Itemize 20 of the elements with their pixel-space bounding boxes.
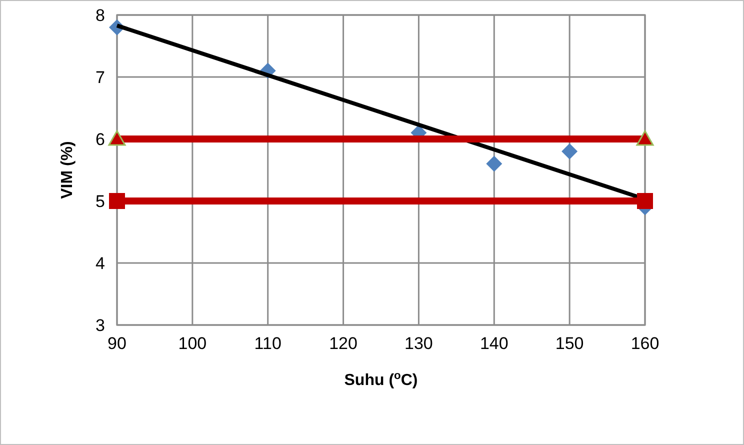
y-tick-label: 8: [96, 6, 105, 25]
point: [486, 156, 502, 172]
x-tick-label: 110: [254, 334, 282, 353]
point: [562, 143, 578, 160]
x-tick-label: 100: [178, 334, 207, 353]
y-tick-label: 6: [96, 130, 105, 149]
y-axis-title: VIM (%): [59, 141, 76, 199]
x-axis-title: Suhu ($^{o}$C): [344, 370, 418, 389]
point: [109, 193, 125, 209]
x-tick-label: 150: [555, 334, 584, 353]
y-tick-label: 4: [96, 254, 105, 273]
x-tick-label: 140: [480, 334, 508, 353]
point: [637, 193, 653, 209]
y-tick-label: 3: [96, 316, 105, 335]
x-tick-label: 90: [108, 334, 126, 353]
y-tick-label: 5: [96, 192, 105, 211]
x-tick-label: 160: [630, 334, 660, 353]
y-tick-label: 7: [96, 68, 105, 87]
x-tick-label: 120: [329, 334, 358, 353]
x-tick-label: 130: [404, 334, 433, 353]
